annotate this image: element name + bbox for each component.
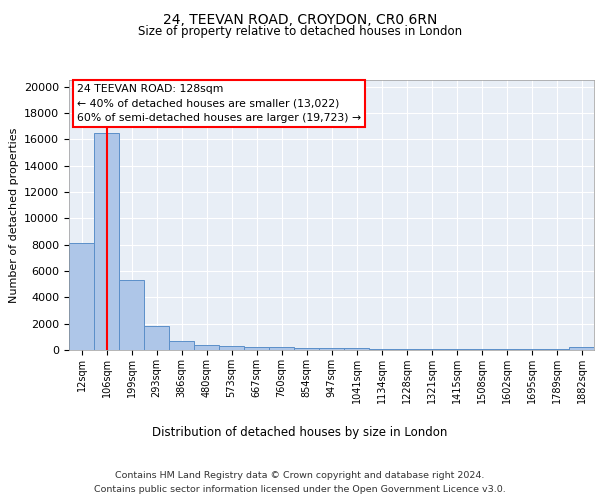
Bar <box>494 349 519 350</box>
Y-axis label: Number of detached properties: Number of detached properties <box>8 128 19 302</box>
Bar <box>69 244 94 350</box>
Text: Distribution of detached houses by size in London: Distribution of detached houses by size … <box>152 426 448 439</box>
Text: Size of property relative to detached houses in London: Size of property relative to detached ho… <box>138 25 462 38</box>
Bar <box>244 346 269 350</box>
Bar <box>94 132 119 350</box>
Text: Contains public sector information licensed under the Open Government Licence v3: Contains public sector information licen… <box>94 484 506 494</box>
Bar <box>569 348 594 350</box>
Bar <box>344 348 369 350</box>
Bar <box>444 349 469 350</box>
Bar <box>369 348 394 350</box>
Bar <box>144 326 169 350</box>
Bar <box>394 348 419 350</box>
Text: 24, TEEVAN ROAD, CROYDON, CR0 6RN: 24, TEEVAN ROAD, CROYDON, CR0 6RN <box>163 12 437 26</box>
Text: 24 TEEVAN ROAD: 128sqm
← 40% of detached houses are smaller (13,022)
60% of semi: 24 TEEVAN ROAD: 128sqm ← 40% of detached… <box>77 84 361 123</box>
Bar <box>294 348 319 350</box>
Bar <box>119 280 144 350</box>
Text: Contains HM Land Registry data © Crown copyright and database right 2024.: Contains HM Land Registry data © Crown c… <box>115 472 485 480</box>
Bar <box>194 346 219 350</box>
Bar <box>419 349 444 350</box>
Bar <box>319 348 344 350</box>
Bar <box>219 346 244 350</box>
Bar <box>469 349 494 350</box>
Bar <box>269 348 294 350</box>
Bar <box>169 341 194 350</box>
